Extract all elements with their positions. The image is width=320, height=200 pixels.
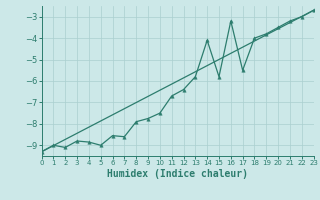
X-axis label: Humidex (Indice chaleur): Humidex (Indice chaleur) <box>107 169 248 179</box>
